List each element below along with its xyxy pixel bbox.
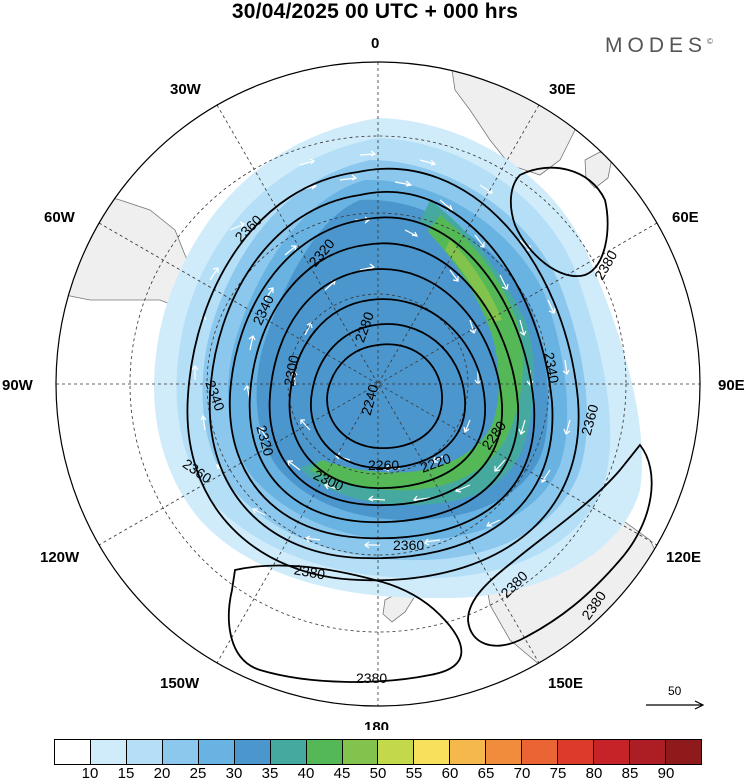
colorbar-tick-label: 85: [621, 765, 639, 782]
colorbar-swatch: [270, 740, 307, 764]
contour-2340: [208, 191, 554, 560]
contour-2260: [288, 298, 486, 489]
contour-label: 2360: [393, 537, 424, 553]
colorbar-tick-label: 70: [513, 765, 531, 782]
reference-vector-label: 50: [668, 684, 682, 698]
colorbar-swatch: [594, 740, 630, 764]
longitude-label: 60W: [44, 209, 76, 226]
longitude-labels: 0 30E 60E 90E 120E 150E 180 150W 120W 90…: [2, 35, 745, 730]
polar-map: 2360 2320 2340 2280 2300 2340 2240 2320 …: [2, 35, 745, 730]
colorbar-tick-label: 80: [585, 765, 603, 782]
colorbar-tick-label: 40: [297, 765, 315, 782]
colorbar-swatch: [378, 740, 415, 764]
contour-2280: [268, 268, 503, 507]
colorbar-swatch: [234, 740, 271, 764]
longitude-label: 180: [364, 719, 389, 730]
colorbar-tick-label: 45: [333, 765, 351, 782]
contour-2380-africa: [509, 166, 609, 277]
colorbar-swatch: [665, 740, 701, 764]
contour-label: 2380: [293, 561, 327, 582]
colorbar-tick-label: 90: [657, 765, 675, 782]
colorbar-tick-label: 50: [369, 765, 387, 782]
colorbar-tick-label: 15: [117, 765, 135, 782]
colorbar-swatch: [630, 740, 666, 764]
colorbar-swatch: [450, 740, 487, 764]
contour-label: 2240: [358, 382, 382, 416]
colorbar-swatch: [55, 740, 91, 764]
longitude-label: 120W: [40, 549, 80, 566]
contour-2240: [310, 323, 466, 469]
colorbar-swatch: [162, 740, 199, 764]
graticule: [56, 62, 700, 706]
contour-label: 2380: [356, 670, 387, 686]
map-disc: 2360 2320 2340 2280 2300 2340 2240 2320 …: [56, 62, 700, 706]
colorbar-tick-label: 10: [81, 765, 99, 782]
contour-label: 2300: [281, 354, 302, 388]
contour-2320: [229, 216, 536, 540]
colorbar-tick-label: 65: [477, 765, 495, 782]
contour-label: 2320: [253, 423, 277, 457]
colorbar-swatch: [198, 740, 235, 764]
contour-label: 2360: [578, 402, 602, 436]
colorbar-swatch: [306, 740, 343, 764]
colorbar-swatch: [90, 740, 127, 764]
contour-2300: [248, 242, 519, 524]
colorbar-tick-label: 30: [225, 765, 243, 782]
longitude-label: 90E: [718, 377, 745, 394]
shade-50: [445, 240, 502, 322]
map-boundary: [55, 61, 701, 707]
longitude-label: 30W: [170, 81, 202, 98]
contour-label: 2340: [541, 351, 562, 385]
longitude-label: 0: [371, 35, 379, 52]
contour-2220: [326, 343, 443, 449]
colorbar-swatch: [486, 740, 523, 764]
longitude-label: 30E: [549, 81, 576, 98]
colorbar-tick-label: 20: [153, 765, 171, 782]
reference-arrow-icon: [646, 700, 705, 710]
colorbar-swatch: [522, 740, 559, 764]
contour-2380-australia: [467, 443, 653, 647]
contour-label: 2260: [368, 457, 399, 473]
colorbar-swatch: [342, 740, 379, 764]
colorbar-swatch: [558, 740, 595, 764]
reference-vector: 50: [640, 684, 710, 714]
colorbar-ticks: 10 15 20 25 30 35 40 45 50 55 60 65 70 75 80 85 90: [0, 766, 750, 782]
longitude-label: 90W: [2, 377, 34, 394]
wind-vectors: [191, 150, 571, 549]
colorbar-tick-label: 55: [405, 765, 423, 782]
longitude-label: 150W: [160, 675, 200, 692]
contour-2380-pacific: [227, 564, 463, 683]
map-title: 30/04/2025 00 UTC + 000 hrs: [231, 0, 519, 23]
longitude-label: 60E: [672, 209, 699, 226]
brand-text: MODES: [605, 34, 708, 57]
height-contours: [186, 166, 653, 683]
colorbar-tick-label: 60: [441, 765, 459, 782]
copyright-mark: ©: [707, 37, 713, 46]
colorbar-tick-label: 75: [549, 765, 567, 782]
brand-logo: MODES©: [605, 34, 713, 58]
colorbar: [54, 739, 702, 765]
colorbar-swatch: [126, 740, 163, 764]
shade-45: [310, 215, 523, 491]
colorbar-tick-label: 35: [261, 765, 279, 782]
longitude-label: 150E: [548, 675, 583, 692]
colorbar-tick-label: 25: [189, 765, 207, 782]
longitude-label: 120E: [666, 549, 701, 566]
colorbar-swatch: [414, 740, 451, 764]
